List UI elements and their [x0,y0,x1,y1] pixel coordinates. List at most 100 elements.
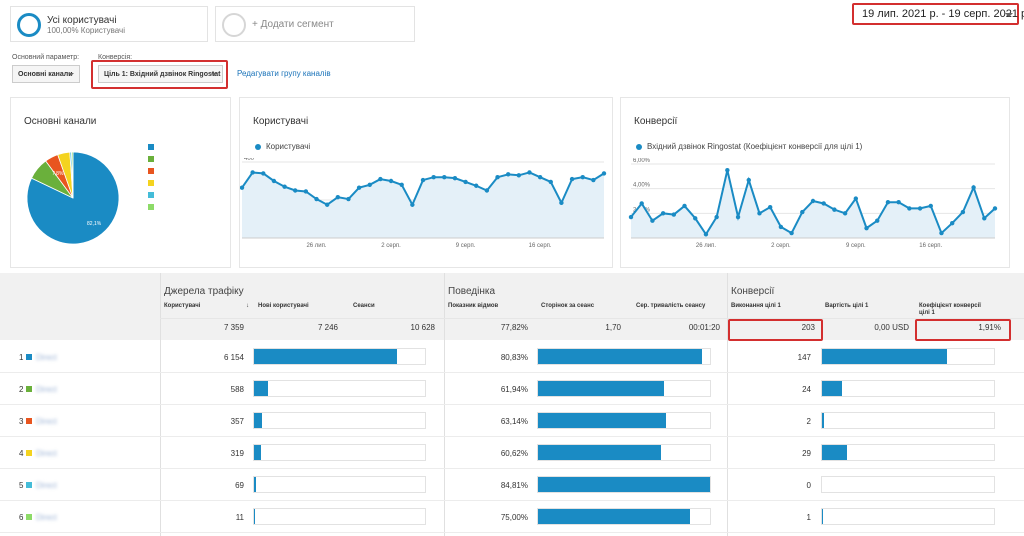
row-channel-name[interactable]: Direct [36,449,57,458]
pie-slice-6[interactable] [71,151,74,199]
data-point[interactable] [378,176,383,182]
data-point[interactable] [660,211,666,216]
col-head-pages-per-session[interactable]: Сторінок за сеанс [541,303,595,309]
data-point[interactable] [703,232,709,237]
table-row[interactable]: 4 Direct 319 60,62% 29 [0,437,1024,469]
data-point[interactable] [548,179,553,185]
data-point[interactable] [356,185,362,190]
data-point[interactable] [628,214,634,220]
segment-all-users[interactable]: Усі користувачі 100,00% Користувачі [10,6,208,42]
table-row[interactable]: 2 Direct 588 61,94% 24 [0,373,1024,405]
data-point[interactable] [335,194,341,200]
data-point[interactable] [917,206,923,211]
data-point[interactable] [789,230,794,236]
row-channel-name[interactable]: Direct [36,385,57,394]
data-point[interactable] [399,182,404,187]
data-point[interactable] [580,175,585,180]
group-title-behavior: Поведінка [448,286,496,297]
data-point[interactable] [324,202,330,207]
data-point[interactable] [261,171,266,176]
data-point[interactable] [992,206,998,211]
data-point[interactable] [388,178,394,184]
chevron-down-icon [1005,13,1013,17]
add-segment-button[interactable]: + Додати сегмент [215,6,415,42]
col-head-avg-duration[interactable]: Сер. тривалість сеансу [636,303,706,309]
table-row[interactable]: 5 Direct 69 84,81% 0 [0,469,1024,501]
data-point[interactable] [832,207,837,212]
data-point[interactable] [474,183,479,188]
data-point[interactable] [537,175,543,180]
data-point[interactable] [864,225,869,231]
data-point[interactable] [484,188,490,193]
data-point[interactable] [896,200,901,205]
data-point[interactable] [907,206,912,211]
data-point[interactable] [810,198,816,204]
date-range-picker[interactable]: 19 лип. 2021 р. - 19 серп. 2021 р. [852,3,1024,25]
data-point[interactable] [293,188,298,193]
data-point[interactable] [875,218,880,223]
table-row[interactable]: 1 Direct 6 154 80,83% 147 [0,341,1024,373]
data-point[interactable] [420,177,426,183]
data-point[interactable] [516,173,522,178]
data-point[interactable] [463,179,468,185]
data-point[interactable] [271,178,277,184]
data-point[interactable] [527,170,532,175]
col-head-users[interactable]: Користувачі ↓ [164,303,249,310]
data-point[interactable] [767,204,773,210]
data-point[interactable] [240,185,245,190]
row-channel-name[interactable]: Direct [36,513,57,522]
data-point[interactable] [971,185,976,190]
data-point[interactable] [639,201,644,206]
data-point[interactable] [853,196,859,201]
row-channel-name[interactable]: Direct [36,353,57,362]
data-point[interactable] [682,203,687,209]
data-point[interactable] [601,171,607,176]
col-head-goal-value[interactable]: Вартість цілі 1 [825,303,869,309]
data-point[interactable] [725,167,730,173]
data-point[interactable] [928,203,933,209]
table-row[interactable]: 3 Direct 357 63,14% 2 [0,405,1024,437]
data-point[interactable] [452,175,458,181]
data-point[interactable] [367,182,372,187]
col-head-sessions[interactable]: Сеанси [353,303,375,309]
data-point[interactable] [591,177,596,183]
data-point[interactable] [410,202,415,207]
data-point[interactable] [250,170,255,175]
col-head-goal-completions[interactable]: Виконання цілі 1 [731,303,781,309]
data-point[interactable] [885,200,891,205]
row-channel-name[interactable]: Direct [36,417,57,426]
data-point[interactable] [282,184,287,189]
col-head-bounce-rate[interactable]: Показник відмов [448,303,499,309]
data-point[interactable] [746,177,751,183]
data-point[interactable] [821,201,826,206]
data-point[interactable] [303,189,309,194]
data-point[interactable] [559,200,564,206]
table-row[interactable]: 6 Direct 11 75,00% 1 [0,501,1024,533]
primary-param-dropdown[interactable]: Основні канали [12,65,80,83]
col-head-conversion-rate[interactable]: Коефіцієнт конверсії цілі 1 [919,303,981,316]
data-point[interactable] [714,214,719,220]
data-point[interactable] [800,209,805,215]
data-point[interactable] [505,172,511,177]
data-point[interactable] [671,212,677,217]
conversion-dropdown[interactable]: Ціль 1: Вхідний дзвінок Ringostat [98,65,223,83]
data-point[interactable] [757,211,762,216]
data-point[interactable] [314,196,319,202]
data-point[interactable] [650,218,655,223]
data-point[interactable] [960,209,966,215]
data-point[interactable] [842,211,848,216]
data-point[interactable] [442,175,447,180]
edit-channel-group-link[interactable]: Редагувати групу каналів [237,69,331,78]
data-point[interactable] [735,214,741,220]
data-point[interactable] [982,216,987,221]
data-point[interactable] [431,175,436,180]
col-head-new-users[interactable]: Нові користувачі [258,303,309,309]
data-point[interactable] [346,196,351,202]
data-point[interactable] [569,176,575,182]
data-point[interactable] [949,221,955,226]
row-channel-name[interactable]: Direct [36,481,57,490]
data-point[interactable] [939,230,944,236]
data-point[interactable] [495,175,500,180]
data-point[interactable] [778,224,784,230]
data-point[interactable] [693,216,698,221]
